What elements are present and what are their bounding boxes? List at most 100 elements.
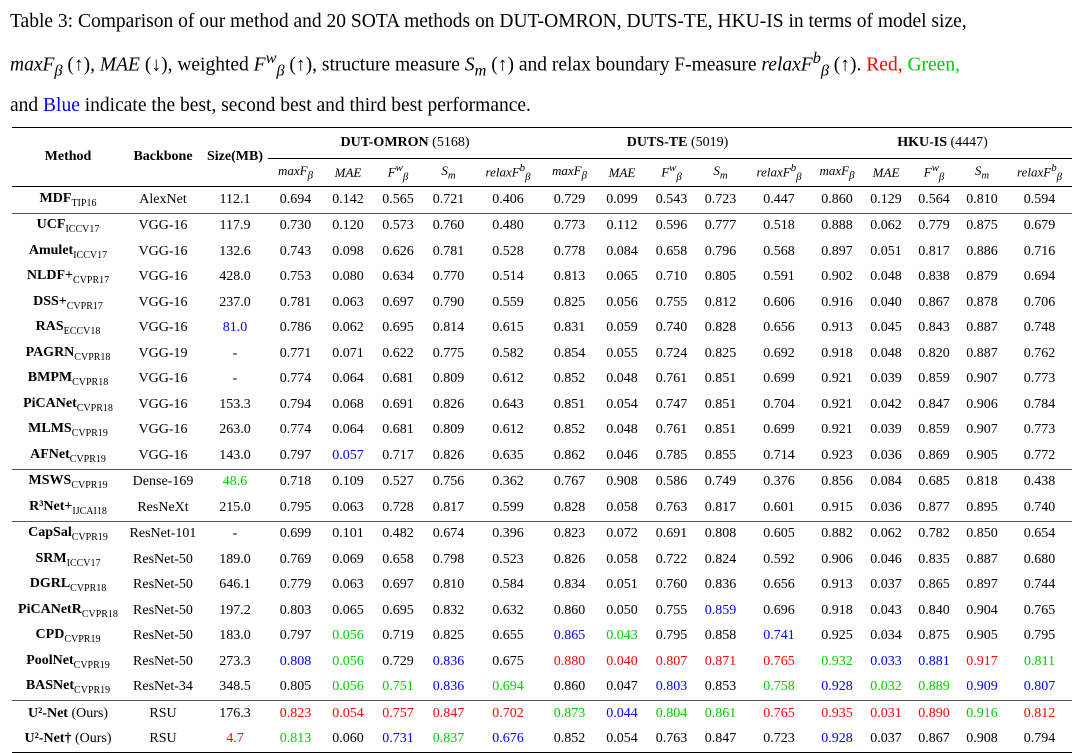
metric-value-cell: 0.785	[655, 447, 688, 463]
size-cell: 81.0	[222, 320, 248, 336]
metric-value-cell: 0.054	[597, 726, 647, 753]
metric-value-cell: 0.836	[704, 577, 737, 593]
backbone-cell: AlexNet	[124, 186, 202, 213]
size-cell: 48.6	[202, 468, 268, 495]
metric-value-cell: 0.060	[323, 726, 373, 753]
metric-value-cell: 0.860	[553, 602, 586, 618]
metric-value-cell: 0.615	[492, 320, 524, 336]
metric-value-cell: 0.809	[432, 422, 465, 438]
metric-value-cell: 0.847	[918, 396, 950, 412]
table-row: DSS+CVPR17 VGG-16 237.0 0.781 0.063 0.697 0.79…	[12, 290, 1072, 316]
metric-value-cell: 0.740	[1023, 499, 1056, 515]
metric-value-cell: 0.654	[1007, 520, 1073, 547]
caption-line-2: maxFβ (↑), MAE (↓), weighted Fwβ (↑), st…	[10, 49, 960, 80]
metric-value-cell: 0.810	[432, 577, 465, 593]
metric-value-cell: 0.859	[918, 371, 950, 387]
metric-value-cell: 0.851	[553, 396, 586, 412]
metric-value-cell: 0.406	[474, 186, 542, 213]
table-row: MDFTIP16 AlexNet 112.1 0.694 0.142 0.565 0.721…	[12, 186, 1073, 213]
metric-value-cell: 0.656	[763, 320, 795, 336]
metric-value-cell: 0.828	[704, 320, 737, 336]
metric-value-cell: 0.730	[268, 212, 323, 239]
metric-value-cell: 0.059	[606, 320, 638, 336]
metric-value-cell: 0.803	[279, 602, 312, 618]
metric-value-cell: 0.694	[492, 679, 524, 695]
metric-value-cell: 0.798	[432, 551, 465, 567]
metric-value-cell: 0.757	[373, 700, 423, 727]
metric-value-cell: 0.063	[332, 577, 364, 593]
header-row-datasets: Method Backbone Size(MB) DUT-OMRON (5168…	[12, 127, 1073, 187]
metric-value-cell: 0.794	[1007, 726, 1073, 753]
backbone-cell: ResNet-50	[133, 628, 193, 644]
method-name: MDFTIP16	[12, 186, 124, 213]
metric-value-cell: 0.055	[606, 345, 638, 361]
metric-value-cell: 0.859	[918, 422, 950, 438]
size-cell: -	[232, 345, 238, 361]
size-cell: 263.0	[219, 422, 251, 438]
metric-value-cell: 0.681	[382, 371, 414, 387]
metric-value-cell: 0.823	[268, 700, 323, 727]
metric-value-cell: 0.909	[966, 679, 998, 695]
metric-value-cell: 0.723	[696, 186, 745, 213]
metric-value-cell: 0.755	[655, 602, 688, 618]
metric-value-cell: 0.582	[492, 345, 524, 361]
metric-value-cell: 0.084	[606, 243, 638, 259]
method-name: SRMICCV17	[35, 550, 101, 569]
method-name: PiCANetRCVPR18	[18, 601, 118, 620]
metric-value-cell: 0.758	[763, 679, 795, 695]
metric-value-cell: 0.482	[373, 520, 423, 547]
metric-value-cell: 0.925	[821, 628, 853, 644]
header-metric: relaxFbβ	[756, 162, 802, 183]
metric-value-cell: 0.622	[382, 345, 414, 361]
header-metric: relaxFbβ	[1017, 162, 1063, 183]
metric-value-cell: 0.887	[966, 320, 998, 336]
metric-value-cell: 0.879	[966, 269, 998, 285]
header-metric: maxFβ	[551, 163, 587, 182]
metric-value-cell: 0.063	[332, 294, 364, 310]
metric-value-cell: 0.913	[821, 577, 853, 593]
size-cell: 153.3	[219, 396, 251, 412]
metric-value-cell: 0.761	[655, 422, 688, 438]
metric-value-cell: 0.109	[323, 468, 373, 495]
metric-value-cell: 0.717	[382, 447, 414, 463]
metric-value-cell: 0.565	[373, 186, 423, 213]
metric-value-cell: 0.046	[606, 447, 638, 463]
table-row: PiCANetCVPR18 VGG-16 153.3 0.794 0.068 0.691 0…	[12, 392, 1072, 418]
metric-value-cell: 0.913	[821, 320, 853, 336]
metric-value-cell: 0.828	[553, 499, 586, 515]
backbone-cell: VGG-16	[138, 371, 188, 387]
metric-value-cell: 0.040	[606, 653, 638, 669]
metric-value-cell: 0.564	[911, 186, 958, 213]
size-cell: 183.0	[219, 628, 251, 644]
metric-value-cell: 0.706	[1023, 294, 1056, 310]
metric-value-cell: 0.694	[1023, 269, 1056, 285]
metric-value-cell: 0.065	[606, 269, 638, 285]
metric-value-cell: 0.818	[957, 468, 1008, 495]
table-row: CPDCVPR19 ResNet-50 183.0 0.797 0.056 0.719 0.…	[12, 624, 1072, 650]
backbone-cell: VGG-16	[138, 422, 188, 438]
metric-value-cell: 0.656	[763, 577, 795, 593]
metric-value-cell: 0.814	[432, 320, 465, 336]
header-backbone: Backbone	[124, 127, 202, 187]
caption-line-1: Table 3: Comparison of our method and 20…	[10, 11, 967, 32]
method-name: AFNetCVPR19	[30, 446, 106, 465]
metric-value-cell: 0.681	[382, 422, 414, 438]
metric-value-cell: 0.063	[332, 499, 364, 515]
method-name: AmuletICCV17	[28, 242, 108, 261]
metric-value-cell: 0.797	[279, 447, 312, 463]
metric-value-cell: 0.852	[553, 422, 586, 438]
table-body: MDFTIP16 AlexNet 112.1 0.694 0.142 0.565 0.721…	[12, 186, 1073, 753]
metric-value-cell: 0.851	[704, 371, 737, 387]
metric-value-cell: 0.905	[966, 628, 998, 644]
header-metric: Sm	[713, 163, 728, 182]
metric-value-cell: 0.786	[279, 320, 312, 336]
metric-value-cell: 0.129	[861, 186, 912, 213]
method-name: BASNetCVPR19	[25, 678, 111, 697]
metric-value-cell: 0.781	[432, 243, 465, 259]
metric-value-cell: 0.773	[542, 212, 597, 239]
metric-value-cell: 0.039	[870, 371, 902, 387]
metric-value-cell: 0.062	[861, 520, 912, 547]
metric-value-cell: 0.817	[432, 499, 465, 515]
metric-value-cell: 0.396	[474, 520, 542, 547]
metric-value-cell: 0.765	[763, 653, 795, 669]
